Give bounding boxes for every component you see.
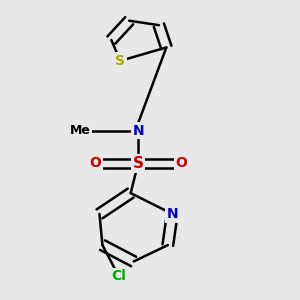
Text: S: S	[115, 54, 125, 68]
Text: N: N	[132, 124, 144, 138]
Text: Cl: Cl	[111, 269, 126, 283]
Text: O: O	[89, 156, 101, 170]
Text: S: S	[133, 156, 144, 171]
Text: O: O	[175, 156, 187, 170]
Text: Me: Me	[70, 124, 91, 137]
Text: N: N	[167, 207, 178, 221]
